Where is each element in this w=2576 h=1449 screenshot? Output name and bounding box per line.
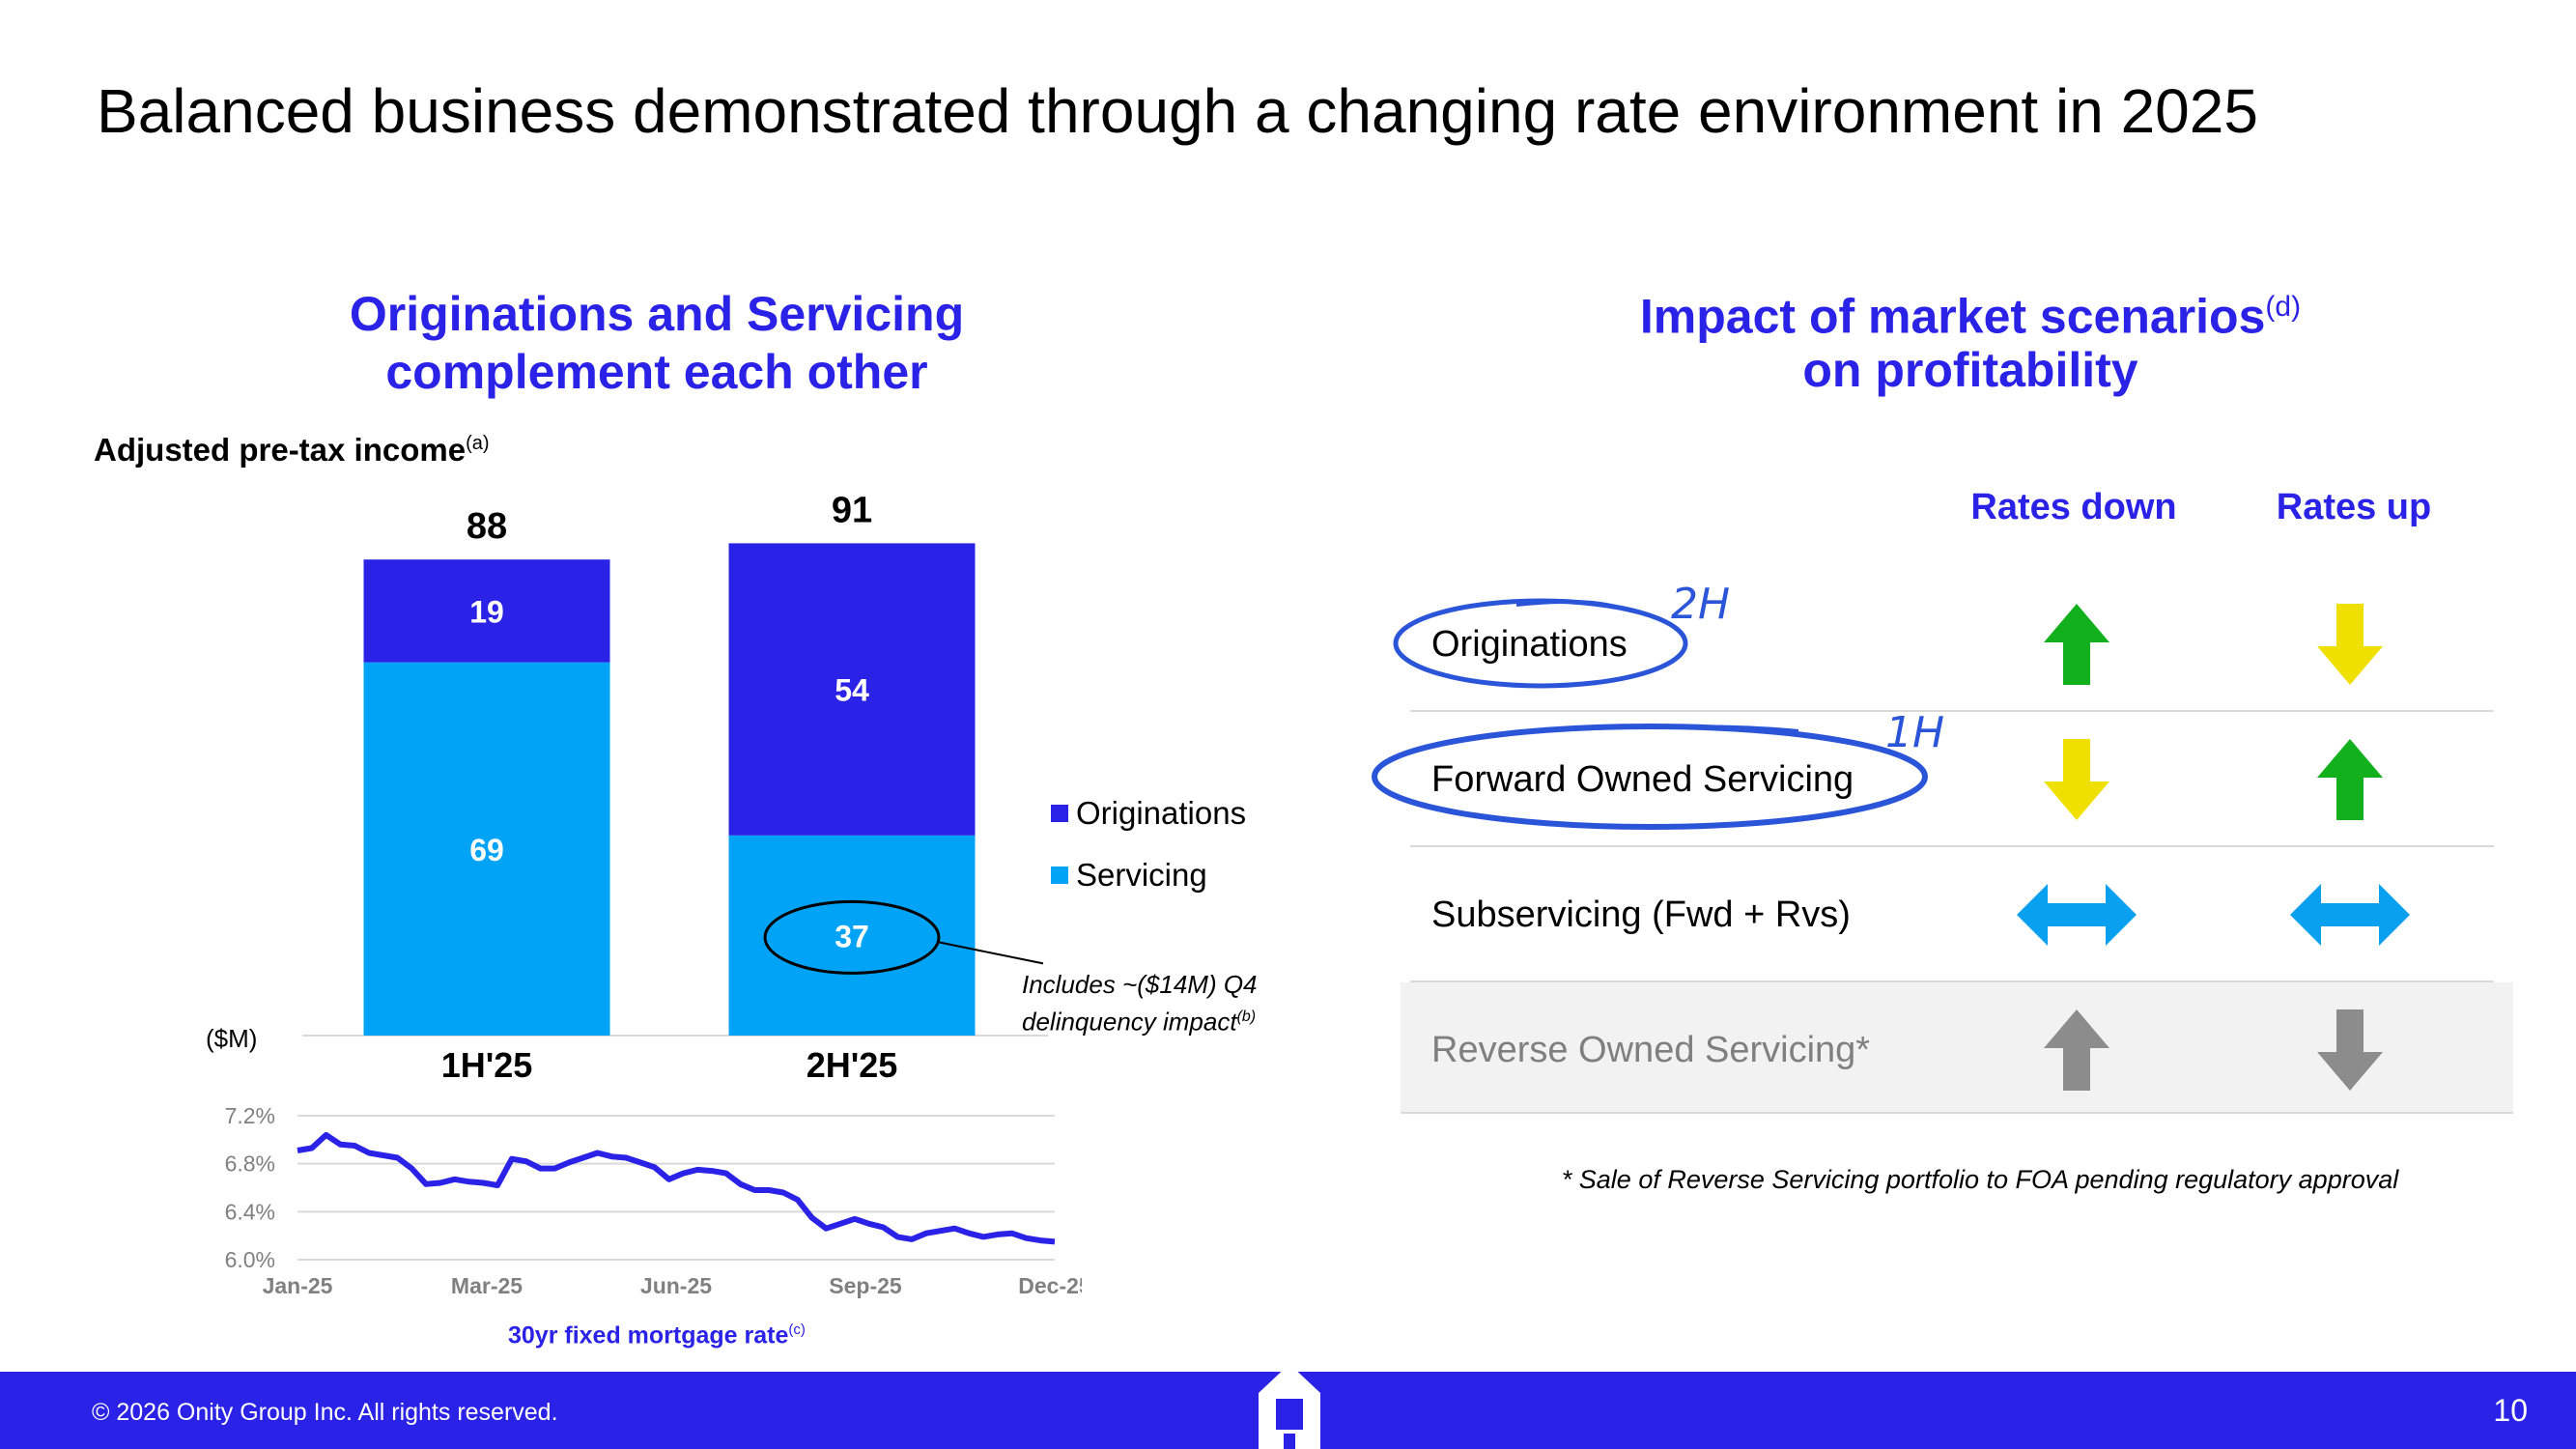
left-heading-line1: Originations and Servicing [349, 287, 965, 341]
originations-rates-up-cell [2282, 596, 2418, 693]
arrow-up-icon [2317, 739, 2383, 820]
line-chart-title: 30yr fixed mortgage rate(c) [508, 1321, 806, 1350]
data-label-originations: 19 [469, 594, 504, 629]
annotation-footnote-ref: (b) [1236, 1009, 1257, 1025]
arrow-down-icon [2317, 604, 2383, 685]
x-tick-label: 2H'25 [807, 1045, 898, 1085]
annotation-line2: delinquency impact(b) [1022, 1001, 1258, 1038]
x-tick-label: Sep-25 [829, 1273, 902, 1298]
x-tick-label: Mar-25 [451, 1273, 523, 1298]
reverse-owned-rates-up-cell [2282, 1002, 2418, 1098]
double-arrow-icon [2290, 884, 2410, 946]
line-title-footnote-ref: (c) [788, 1321, 806, 1338]
right-section-heading: Impact of market scenarios(d) on profita… [1545, 280, 2395, 397]
reverse-servicing-footnote: * Sale of Reverse Servicing portfolio to… [1561, 1165, 2399, 1194]
data-label-servicing: 37 [835, 919, 869, 953]
subtitle-footnote-ref: (a) [466, 433, 490, 454]
legend-item-servicing: Servicing [1051, 844, 1246, 906]
legend-label-originations: Originations [1076, 795, 1247, 831]
x-tick-label: Jun-25 [640, 1273, 712, 1298]
data-label-total: 91 [832, 490, 872, 530]
scenario-row-reverse-owned-servicing: Reverse Owned Servicing* [1401, 982, 2513, 1114]
originations-rates-down-cell [2009, 596, 2144, 693]
legend-swatch-originations [1051, 805, 1068, 822]
bar-chart-legend: Originations Servicing [1051, 782, 1246, 906]
reverse-owned-rates-down-cell [2009, 1002, 2144, 1098]
legend-label-servicing: Servicing [1076, 857, 1207, 893]
annotation-circle [763, 899, 941, 975]
y-tick-label: 6.8% [225, 1151, 275, 1177]
bar-servicing [728, 835, 976, 1036]
onity-logo-icon [1259, 1364, 1320, 1449]
line-title-text: 30yr fixed mortgage rate [508, 1321, 789, 1350]
x-tick-label: Jan-25 [263, 1273, 333, 1298]
delinquency-annotation: Includes ~($14M) Q4 delinquency impact(b… [1022, 968, 1258, 1038]
scenario-label-originations: Originations [1431, 623, 1628, 665]
footer-bar: © 2026 Onity Group Inc. All rights reser… [0, 1364, 2576, 1449]
slide-title: Balanced business demonstrated through a… [97, 76, 2258, 146]
scenario-label-forward-owned-servicing: Forward Owned Servicing [1431, 758, 1854, 800]
left-heading-line2: complement each other [385, 345, 928, 399]
unit-label: ($M) [206, 1024, 258, 1053]
scenario-row-forward-owned-servicing: Forward Owned Servicing [1410, 712, 2494, 847]
mortgage-rate-line [297, 1131, 1056, 1245]
right-heading-line1-text: Impact of market scenarios [1639, 289, 2266, 344]
arrow-down-icon [2044, 739, 2109, 820]
forward-owned-rates-down-cell [2009, 731, 2144, 828]
chart-subtitle: Adjusted pre-tax income(a) [94, 432, 490, 469]
column-header-rates-down: Rates down [1970, 487, 2177, 527]
right-heading-line1: Impact of market scenarios(d) [1545, 280, 2395, 344]
page-number: 10 [2493, 1393, 2528, 1428]
scenario-row-originations: Originations [1410, 577, 2494, 712]
legend-swatch-servicing [1051, 867, 1068, 884]
mortgage-rate-line-chart: 7.2% 6.8% 6.4% 6.0%Jan-25 Mar-25 Jun-25 Sep-25… [225, 1103, 1082, 1298]
double-arrow-icon [2017, 884, 2137, 946]
x-tick-label: 1H'25 [441, 1045, 533, 1085]
left-section-heading: Originations and Servicing complement ea… [232, 285, 1082, 401]
scenario-row-subservicing: Subservicing (Fwd + Rvs) [1410, 847, 2494, 982]
subtitle-text: Adjusted pre-tax income [94, 432, 467, 468]
arrow-down-icon [2317, 1009, 2383, 1091]
x-tick-label: Dec-25 [1018, 1273, 1082, 1298]
income-bar-chart: 69 19 88 1H'25 37 54 91 2H'25 [302, 490, 1048, 1085]
legend-item-originations: Originations [1051, 782, 1246, 844]
bar-servicing [363, 662, 610, 1036]
bar-originations [363, 559, 610, 663]
y-tick-label: 7.2% [225, 1103, 275, 1128]
column-header-rates-up: Rates up [2276, 487, 2432, 527]
copyright-text: © 2026 Onity Group Inc. All rights reser… [92, 1399, 558, 1426]
arrow-up-icon [2044, 1009, 2109, 1091]
forward-owned-rates-up-cell [2282, 731, 2418, 828]
scenario-label-reverse-owned-servicing: Reverse Owned Servicing* [1431, 1029, 1871, 1070]
right-heading-footnote-ref: (d) [2265, 291, 2302, 323]
y-tick-label: 6.4% [225, 1199, 275, 1224]
bar-originations [728, 543, 976, 836]
data-label-servicing: 69 [469, 833, 504, 867]
arrow-up-icon [2044, 604, 2109, 685]
y-tick-label: 6.0% [225, 1247, 275, 1272]
annotation-leader-line [938, 941, 1044, 965]
annotation-line1: Includes ~($14M) Q4 [1022, 970, 1258, 999]
data-label-total: 88 [467, 506, 507, 547]
subservicing-rates-down-cell [2009, 867, 2144, 963]
annotation-line2-text: delinquency impact [1022, 1007, 1237, 1037]
data-label-originations: 54 [835, 673, 869, 708]
scenario-label-subservicing: Subservicing (Fwd + Rvs) [1431, 894, 1851, 935]
subservicing-rates-up-cell [2282, 867, 2418, 963]
right-heading-line2: on profitability [1802, 342, 2138, 397]
